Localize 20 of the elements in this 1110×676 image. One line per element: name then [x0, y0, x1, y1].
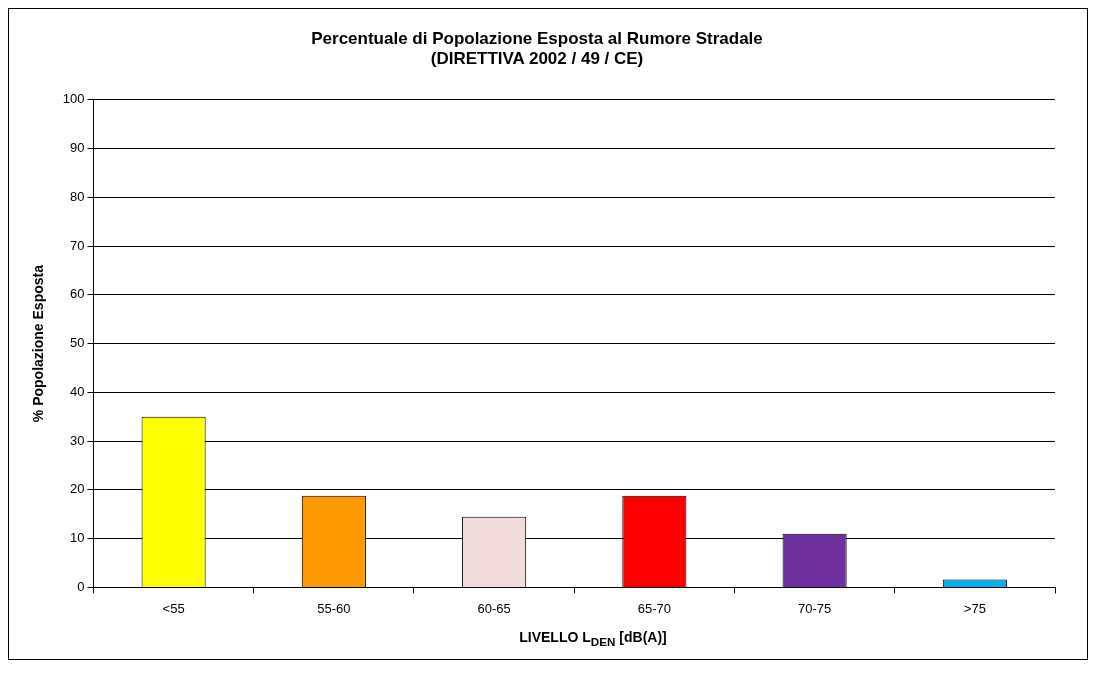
x-tick-label: <55 [162, 600, 185, 616]
chart-title: Percentuale di Popolazione Esposta al Rumore Stradale (DIRETTIVA 2002 / 49 / CE) [311, 28, 763, 69]
y-tick-label: 50 [70, 335, 85, 351]
y-tick-label: 70 [70, 237, 85, 253]
y-tick-label: 40 [70, 383, 85, 399]
x-tick-label: 70-75 [798, 600, 832, 616]
x-tick-label: 60-65 [477, 600, 511, 616]
y-tick-label: 0 [77, 578, 85, 594]
x-tick-label: 65-70 [637, 600, 671, 616]
y-tick-label: 80 [70, 188, 85, 204]
y-axis-title: % Popolazione Esposta [30, 264, 47, 423]
x-tick-label: >75 [963, 600, 986, 616]
x-tick-label: 55-60 [317, 600, 351, 616]
y-tick-label: 10 [70, 530, 85, 546]
y-tick-label: 90 [70, 140, 85, 156]
y-tick-label: 30 [70, 432, 85, 448]
y-tick-label: 20 [70, 481, 85, 497]
x-axis-title: LIVELLO L$_{DEN}$ [dB(A)] [518, 628, 668, 650]
y-tick-label: 60 [70, 286, 85, 302]
y-tick-label: 100 [62, 91, 85, 107]
